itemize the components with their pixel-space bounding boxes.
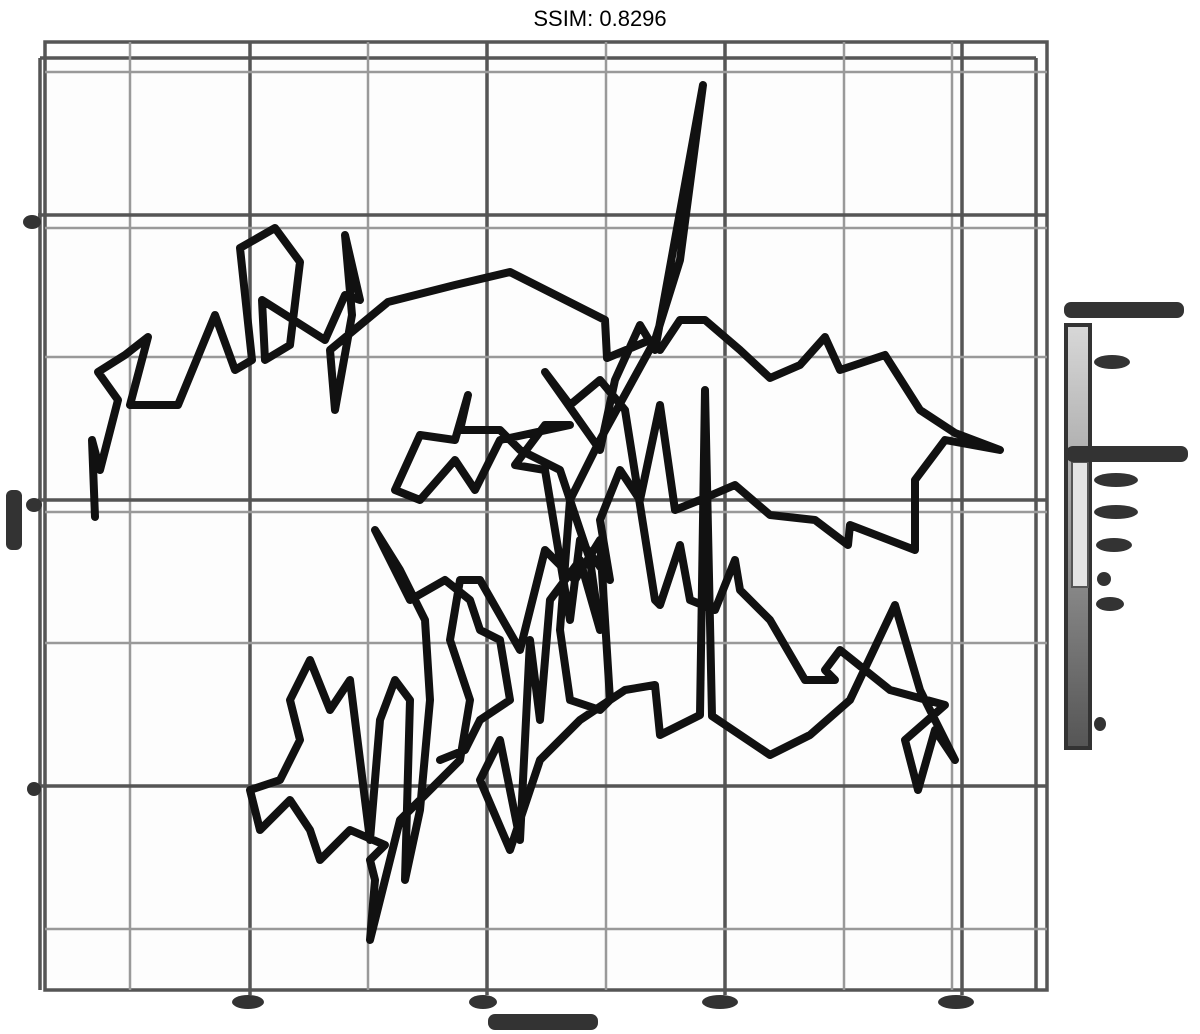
label-blob bbox=[1064, 302, 1184, 318]
label-blob bbox=[469, 995, 497, 1009]
plot-frame bbox=[38, 40, 1049, 992]
label-blob bbox=[1097, 572, 1111, 586]
label-blob bbox=[938, 995, 974, 1009]
label-blob bbox=[27, 782, 41, 796]
plot-border bbox=[43, 40, 1049, 992]
trace-line bbox=[88, 81, 1004, 944]
label-blob bbox=[1096, 597, 1124, 611]
label-blob bbox=[1096, 538, 1132, 552]
label-blob bbox=[1094, 505, 1138, 519]
title: SSIM: 0.8296 bbox=[533, 6, 666, 31]
label-blob bbox=[488, 1014, 598, 1030]
label-blob bbox=[1094, 717, 1106, 731]
illegible-labels bbox=[6, 215, 974, 1030]
label-blob bbox=[6, 490, 22, 550]
label-blob bbox=[702, 995, 738, 1009]
legend bbox=[1064, 302, 1188, 750]
label-blob bbox=[1066, 446, 1188, 462]
label-blob bbox=[1094, 355, 1130, 369]
grid bbox=[38, 42, 1047, 995]
label-blob bbox=[26, 498, 42, 512]
label-blob bbox=[232, 995, 264, 1009]
label-blob bbox=[1094, 473, 1138, 487]
color-bar-highlight bbox=[1071, 461, 1089, 588]
label-blob bbox=[23, 215, 41, 229]
